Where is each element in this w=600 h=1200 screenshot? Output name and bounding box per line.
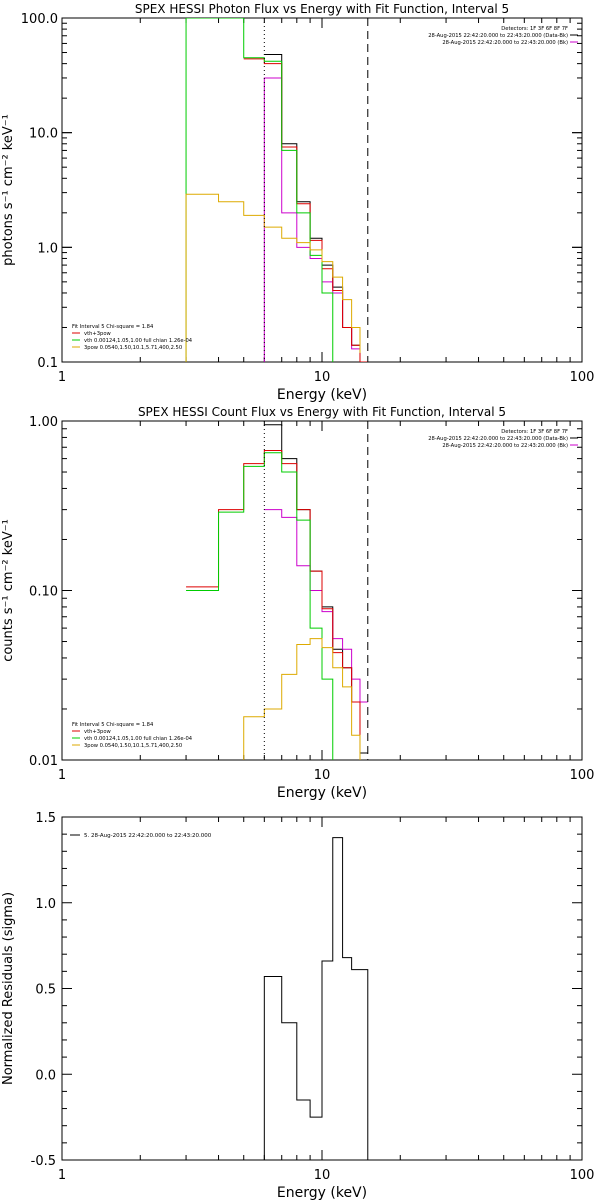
series-4-line xyxy=(185,18,334,362)
legend-top: 5. 28-Aug-2015 22:42:20.000 to 22:43:20.… xyxy=(70,833,212,839)
x-tick-label: 1 xyxy=(58,768,66,783)
y-tick-label: 100.0 xyxy=(21,12,58,27)
plot-area xyxy=(185,18,369,362)
y-ticks xyxy=(62,420,582,761)
plot-area xyxy=(263,837,369,1160)
y-tick-label: 0.0 xyxy=(35,1068,56,1083)
legend-bottom: Fit Interval 5 Chi-square = 1.84vth+3pow… xyxy=(72,324,193,351)
y-ticks xyxy=(62,816,582,1161)
legend-entry: 28-Aug-2015 22:42:20.000 to 22:43:20.000… xyxy=(428,33,568,39)
y-tick-label: 0.01 xyxy=(29,754,58,769)
x-tick-label: 10 xyxy=(314,1168,331,1183)
x-tick-label: 100 xyxy=(570,1168,595,1183)
x-ticks xyxy=(61,18,583,362)
series-1-line xyxy=(264,424,368,754)
y-axis-label: photons s⁻¹ cm⁻² keV⁻¹ xyxy=(1,114,16,266)
plot-frame xyxy=(61,17,583,363)
legend-entry: 28-Aug-2015 22:42:20.000 to 22:43:20.000… xyxy=(428,436,568,442)
legend-entry: 3pow 0.0540,1.50,10.1,5.71,400,2.50 xyxy=(84,743,182,749)
plot-area xyxy=(186,421,369,760)
chart-title: SPEX HESSI Count Flux vs Energy with Fit… xyxy=(138,405,506,419)
series-4-line xyxy=(186,452,334,760)
x-tick-label: 1 xyxy=(58,370,66,385)
legend-entry: vth+3pow xyxy=(84,729,112,735)
legend-entry: vth+3pow xyxy=(84,331,112,337)
legend-entry: 5. 28-Aug-2015 22:42:20.000 to 22:43:20.… xyxy=(84,833,212,839)
legend-entry: Detectors: 1F 3F 6F 8F 7F xyxy=(501,429,568,435)
series-5-line xyxy=(185,193,361,362)
x-tick-label: 100 xyxy=(570,768,595,783)
y-tick-label: 0.5 xyxy=(35,983,56,998)
legend-entry: vth 0.00124,1.05,1.00 full chian 1.26e-0… xyxy=(84,736,193,742)
y-tick-label: 1.00 xyxy=(29,415,58,430)
series-5-line xyxy=(243,638,361,760)
x-axis-label: Energy (keV) xyxy=(277,785,367,801)
y-tick-label: -0.5 xyxy=(31,1154,56,1169)
legend-entry: vth 0.00124,1.05,1.00 full chian 1.26e-0… xyxy=(84,338,193,344)
panel-3: 1 10 100 -0.5 0.0 0.5 1.0 1.5 Energy (keV) Normal… xyxy=(1,811,594,1200)
legend-entry: 3pow 0.0540,1.50,10.1,5.71,400,2.50 xyxy=(84,345,182,351)
series-1-line xyxy=(263,837,369,1160)
x-axis-label: Energy (keV) xyxy=(277,387,367,403)
series-3-line xyxy=(243,58,368,362)
panel-2: 1 10 100 0.01 0.10 1.00 SPEX HESSI Count Flux … xyxy=(1,405,594,801)
legend-bottom: Fit Interval 5 Chi-square = 1.84vth+3pow… xyxy=(72,722,193,749)
x-tick-label: 10 xyxy=(314,370,331,385)
y-tick-label: 1.5 xyxy=(35,811,56,826)
legend-entry: Fit Interval 5 Chi-square = 1.84 xyxy=(72,324,154,330)
series-3-line xyxy=(186,449,361,753)
x-tick-label: 10 xyxy=(314,768,331,783)
x-ticks xyxy=(61,817,583,1160)
panel-1: 1 10 100 0.1 1.0 10.0 100.0 SPEX HESSI Photon F… xyxy=(1,2,594,403)
y-tick-label: 0.10 xyxy=(29,585,58,600)
legend-entry: 28-Aug-2015 22:42:20.000 to 22:43:20.000… xyxy=(442,443,568,449)
legend-entry: Detectors: 1F 3F 6F 8F 7F xyxy=(501,26,568,32)
legend-entry: Fit Interval 5 Chi-square = 1.84 xyxy=(72,722,154,728)
x-tick-label: 100 xyxy=(570,370,595,385)
y-axis-label: Normalized Residuals (sigma) xyxy=(1,892,16,1085)
x-axis-label: Energy (keV) xyxy=(277,1185,367,1200)
y-tick-label: 0.1 xyxy=(37,356,58,371)
y-tick-label: 1.0 xyxy=(37,241,58,256)
series-1-line xyxy=(264,54,368,362)
x-tick-label: 1 xyxy=(58,1168,66,1183)
y-ticks xyxy=(62,17,582,363)
legend-entry: 28-Aug-2015 22:42:20.000 to 22:43:20.000… xyxy=(442,40,568,46)
series-2-line xyxy=(264,509,368,703)
y-tick-label: 10.0 xyxy=(29,127,58,142)
y-tick-label: 1.0 xyxy=(35,897,56,912)
series-2-line xyxy=(263,77,368,362)
chart-title: SPEX HESSI Photon Flux vs Energy with Fi… xyxy=(135,2,509,16)
y-axis-label: counts s⁻¹ cm⁻² keV⁻¹ xyxy=(1,519,16,662)
